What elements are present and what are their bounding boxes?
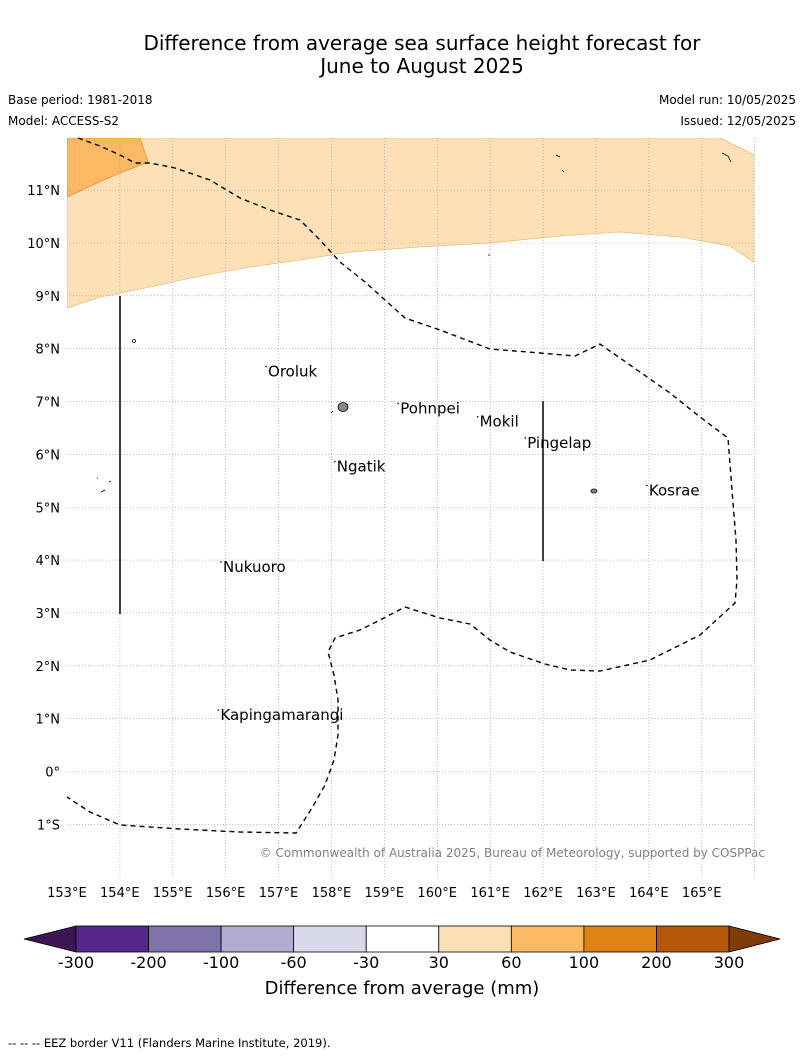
island-west (132, 339, 136, 343)
latitude-label: 0° (45, 766, 60, 781)
latitude-labels: 11°N 10°N 9°N 8°N 7°N 6°N 5°N 4°N 3°N 2°N 1°N 0° 1°S (27, 184, 60, 833)
island-north-1 (555, 154, 561, 158)
islands (97, 152, 732, 494)
place-label: Nukuoro (223, 558, 286, 576)
pohnpei-reef (330, 410, 334, 414)
longitude-label: 158°E (312, 886, 352, 901)
colorbar-tick-label: 300 (713, 953, 745, 972)
model-name: Model: ACCESS-S2 (8, 114, 120, 128)
issued-date: Issued: 12/05/2025 (680, 114, 796, 128)
colorbar-segment (220, 925, 295, 953)
latitude-label: 3°N (36, 607, 61, 622)
colorbar-title: Difference from average (mm) (264, 978, 540, 999)
colorbar-tick-label: -60 (280, 953, 307, 972)
kosrae-island (590, 488, 598, 494)
anomaly-region-60-100 (67, 138, 149, 198)
colorbar-tick-label: 200 (641, 953, 672, 972)
chart-title: Difference from average sea surface heig… (0, 32, 804, 78)
colorbar-segment (510, 925, 585, 953)
latitude-label: 2°N (36, 660, 61, 675)
colorbar-tick-label: -100 (202, 953, 240, 972)
colorbar-extend-high (728, 925, 781, 953)
copyright-notice: © Commonwealth of Australia 2025, Bureau… (260, 846, 765, 860)
colorbar-segment (438, 925, 512, 953)
island-northeast (721, 152, 732, 163)
island-north-2 (561, 169, 565, 173)
longitude-label: 163°E (576, 886, 616, 901)
colorbar-tick-label: -200 (130, 953, 167, 972)
colorbar-segment (293, 925, 367, 953)
longitude-label: 159°E (365, 886, 405, 901)
colorbar-tick-label: -300 (57, 953, 95, 972)
colorbar-tick-label: 100 (568, 953, 600, 972)
island-sw-3 (108, 480, 112, 483)
latitude-label: 6°N (36, 448, 61, 463)
latitude-label: 9°N (36, 290, 61, 305)
colorbar-tick-label: 60 (501, 953, 522, 972)
place-marker (397, 402, 400, 405)
longitude-label: 160°E (417, 886, 457, 901)
longitude-label: 154°E (100, 886, 140, 901)
latitude-label: 1°N (36, 713, 61, 728)
place-marker (220, 561, 222, 563)
place-label: Mokil (480, 413, 519, 431)
anomaly-region-30-60 (67, 138, 754, 309)
latitude-label: 5°N (36, 501, 61, 516)
model-run-date: Model run: 10/05/2025 (658, 93, 796, 107)
colorbar-tick-label: 30 (428, 953, 449, 972)
colorbar-extend-low (23, 925, 77, 953)
longitude-label: 157°E (259, 886, 299, 901)
title-line-1: Difference from average sea surface heig… (143, 31, 701, 55)
latitude-label: 10°N (27, 237, 60, 252)
longitude-label: 153°E (47, 886, 87, 901)
anomaly-shading (67, 138, 754, 309)
place-label: Pingelap (527, 434, 591, 452)
colorbar-tick-label: -30 (353, 953, 380, 972)
colorbar-segment (75, 925, 149, 953)
colorbar-segment (583, 925, 657, 953)
latitude-label: 8°N (36, 343, 61, 358)
colorbar-segment (656, 925, 730, 953)
latitude-label: 1°S (37, 818, 60, 833)
colorbar (23, 925, 781, 953)
place-labels: Oroluk Pohnpei Mokil Pingelap Ngatik Kosrae Nu… (217, 362, 700, 724)
latitude-label: 11°N (27, 184, 60, 199)
longitude-label: 161°E (470, 886, 510, 901)
eez-footnote: -- -- -- EEZ border V11 (Flanders Marine… (8, 1036, 331, 1050)
colorbar-segment (148, 925, 222, 953)
latitude-label: 4°N (36, 554, 61, 569)
colorbar-segment (365, 925, 440, 953)
place-marker (217, 709, 220, 711)
title-line-2: June to August 2025 (320, 54, 524, 78)
place-marker (476, 415, 479, 418)
pohnpei-island (337, 402, 349, 412)
place-marker (265, 365, 267, 368)
longitude-label: 164°E (629, 886, 669, 901)
place-label: Oroluk (268, 362, 317, 380)
longitude-label: 155°E (153, 886, 193, 901)
longitude-label: 162°E (523, 886, 563, 901)
longitude-label: 165°E (682, 886, 722, 901)
island-south-west (100, 489, 106, 493)
base-period: Base period: 1981-2018 (8, 93, 153, 107)
place-marker (333, 460, 336, 463)
place-label: Ngatik (337, 458, 386, 476)
latitude-label: 7°N (36, 396, 61, 411)
longitude-label: 156°E (206, 886, 246, 901)
place-label: Pohnpei (400, 399, 460, 417)
place-marker (524, 437, 527, 439)
place-marker (646, 484, 648, 487)
longitude-labels: 153°E 154°E 155°E 156°E 157°E 158°E 159°E 160°E… (47, 886, 721, 901)
place-label: Kapingamarangi (220, 706, 343, 724)
place-label: Kosrae (649, 481, 700, 499)
